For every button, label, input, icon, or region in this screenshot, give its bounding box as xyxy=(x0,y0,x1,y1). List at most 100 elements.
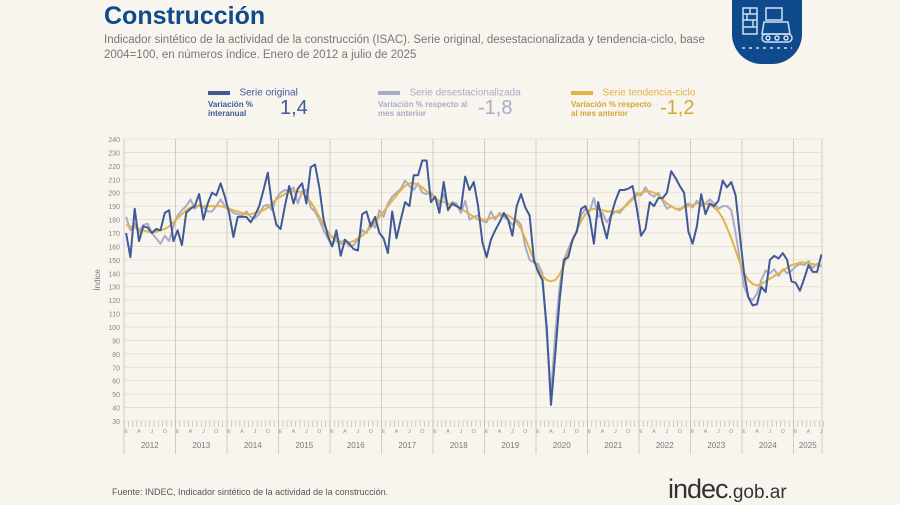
year-label: 2014 xyxy=(244,441,262,450)
month-tick-label: J xyxy=(563,429,566,435)
variation-label: Variación % respecto al mes anterior xyxy=(571,100,652,118)
month-tick-label: A xyxy=(807,429,811,435)
month-tick-label: O xyxy=(214,429,219,435)
month-tick-label: A xyxy=(137,429,141,435)
y-tick-label: 110 xyxy=(109,312,120,319)
month-tick-label: O xyxy=(781,429,786,435)
month-tick-label: A xyxy=(549,429,553,435)
month-tick-label: J xyxy=(820,429,823,435)
year-label: 2013 xyxy=(192,441,210,450)
month-tick-label: O xyxy=(420,429,425,435)
variation-label: Variación % respecto al mes anterior xyxy=(378,100,468,118)
y-tick-label: 220 xyxy=(108,164,120,171)
legend-label: Serie desestacionalizada xyxy=(409,87,521,99)
y-tick-label: 50 xyxy=(112,392,120,399)
month-tick-label: O xyxy=(369,429,374,435)
y-tick-label: 30 xyxy=(112,419,120,426)
legend-deseasonalized: Serie desestacionalizada xyxy=(378,84,521,102)
y-tick-label: 160 xyxy=(108,244,120,251)
month-tick-label: E xyxy=(588,429,592,435)
month-tick-label: J xyxy=(614,429,617,435)
y-tick-label: 60 xyxy=(112,379,120,386)
month-tick-label: J xyxy=(460,429,463,435)
month-tick-label: J xyxy=(151,429,154,435)
month-tick-label: O xyxy=(266,429,271,435)
month-tick-label: A xyxy=(652,429,656,435)
y-tick-label: 130 xyxy=(108,285,120,292)
y-tick-label: 70 xyxy=(112,365,120,372)
month-tick-label: O xyxy=(575,429,580,435)
month-tick-label: A xyxy=(498,429,502,435)
month-tick-label: O xyxy=(163,429,168,435)
logo-domain: .gob.ar xyxy=(727,482,787,503)
year-label: 2022 xyxy=(656,441,674,450)
month-tick-label: A xyxy=(704,429,708,435)
legend-swatch xyxy=(378,90,400,95)
month-tick-label: J xyxy=(357,429,360,435)
month-tick-label: E xyxy=(279,429,283,435)
month-tick-label: E xyxy=(382,429,386,435)
source-note: Fuente: INDEC, Indicador sintético de la… xyxy=(112,487,389,497)
month-tick-label: J xyxy=(666,429,669,435)
month-tick-label: E xyxy=(485,429,489,435)
y-tick-label: 120 xyxy=(108,298,120,305)
y-tick-label: 170 xyxy=(108,231,120,238)
month-tick-label: A xyxy=(395,429,399,435)
variation-value: -1,8 xyxy=(478,97,513,119)
month-tick-label: J xyxy=(717,429,720,435)
month-tick-label: A xyxy=(446,429,450,435)
legend-trend: Serie tendencia-ciclo xyxy=(571,84,695,102)
month-tick-label: E xyxy=(639,429,643,435)
month-tick-label: E xyxy=(691,429,695,435)
legend-label: Serie tendencia-ciclo xyxy=(602,87,696,99)
year-label: 2023 xyxy=(707,441,725,450)
indec-logo: indec.gob.ar xyxy=(668,474,787,505)
logo-main: indec xyxy=(668,474,729,504)
month-tick-label: E xyxy=(330,429,334,435)
y-tick-label: 80 xyxy=(112,352,120,359)
year-label: 2024 xyxy=(759,441,777,450)
y-tick-label: 140 xyxy=(108,271,120,278)
month-tick-label: A xyxy=(240,429,244,435)
y-tick-label: 240 xyxy=(108,137,120,144)
construction-bulldozer-brick-icon xyxy=(732,0,802,64)
page-title: Construcción xyxy=(104,2,266,30)
y-tick-label: 40 xyxy=(112,406,120,413)
variation-value: -1,2 xyxy=(660,97,695,119)
year-label: 2025 xyxy=(799,441,817,450)
month-tick-label: A xyxy=(343,429,347,435)
month-tick-label: O xyxy=(626,429,631,435)
legend-swatch xyxy=(571,90,593,95)
year-label: 2021 xyxy=(604,441,622,450)
y-tick-label: 100 xyxy=(108,325,120,332)
month-tick-label: J xyxy=(202,429,205,435)
month-tick-label: E xyxy=(433,429,437,435)
month-tick-label: E xyxy=(227,429,231,435)
year-label: 2016 xyxy=(347,441,365,450)
y-axis-label: Índice xyxy=(93,269,102,291)
month-tick-label: O xyxy=(523,429,528,435)
month-tick-label: A xyxy=(189,429,193,435)
month-tick-label: O xyxy=(678,429,683,435)
month-tick-label: J xyxy=(408,429,411,435)
legend-original: Serie original xyxy=(208,84,298,102)
month-tick-label: E xyxy=(176,429,180,435)
month-tick-label: J xyxy=(305,429,308,435)
month-tick-label: J xyxy=(511,429,514,435)
month-tick-label: E xyxy=(794,429,798,435)
y-tick-label: 180 xyxy=(108,218,120,225)
y-tick-label: 190 xyxy=(108,204,120,211)
legend-swatch xyxy=(208,90,230,95)
month-tick-label: O xyxy=(729,429,734,435)
page-subtitle: Indicador sintético de la actividad de l… xyxy=(104,34,705,61)
year-label: 2020 xyxy=(553,441,571,450)
month-tick-label: O xyxy=(317,429,322,435)
month-tick-label: J xyxy=(254,429,257,435)
y-tick-label: 90 xyxy=(112,338,120,345)
y-tick-label: 200 xyxy=(108,191,120,198)
month-tick-label: A xyxy=(601,429,605,435)
series-line-tendencia-ciclo xyxy=(125,182,822,287)
y-tick-label: 150 xyxy=(108,258,120,265)
month-tick-label: O xyxy=(472,429,477,435)
legend-label: Serie original xyxy=(239,87,298,99)
